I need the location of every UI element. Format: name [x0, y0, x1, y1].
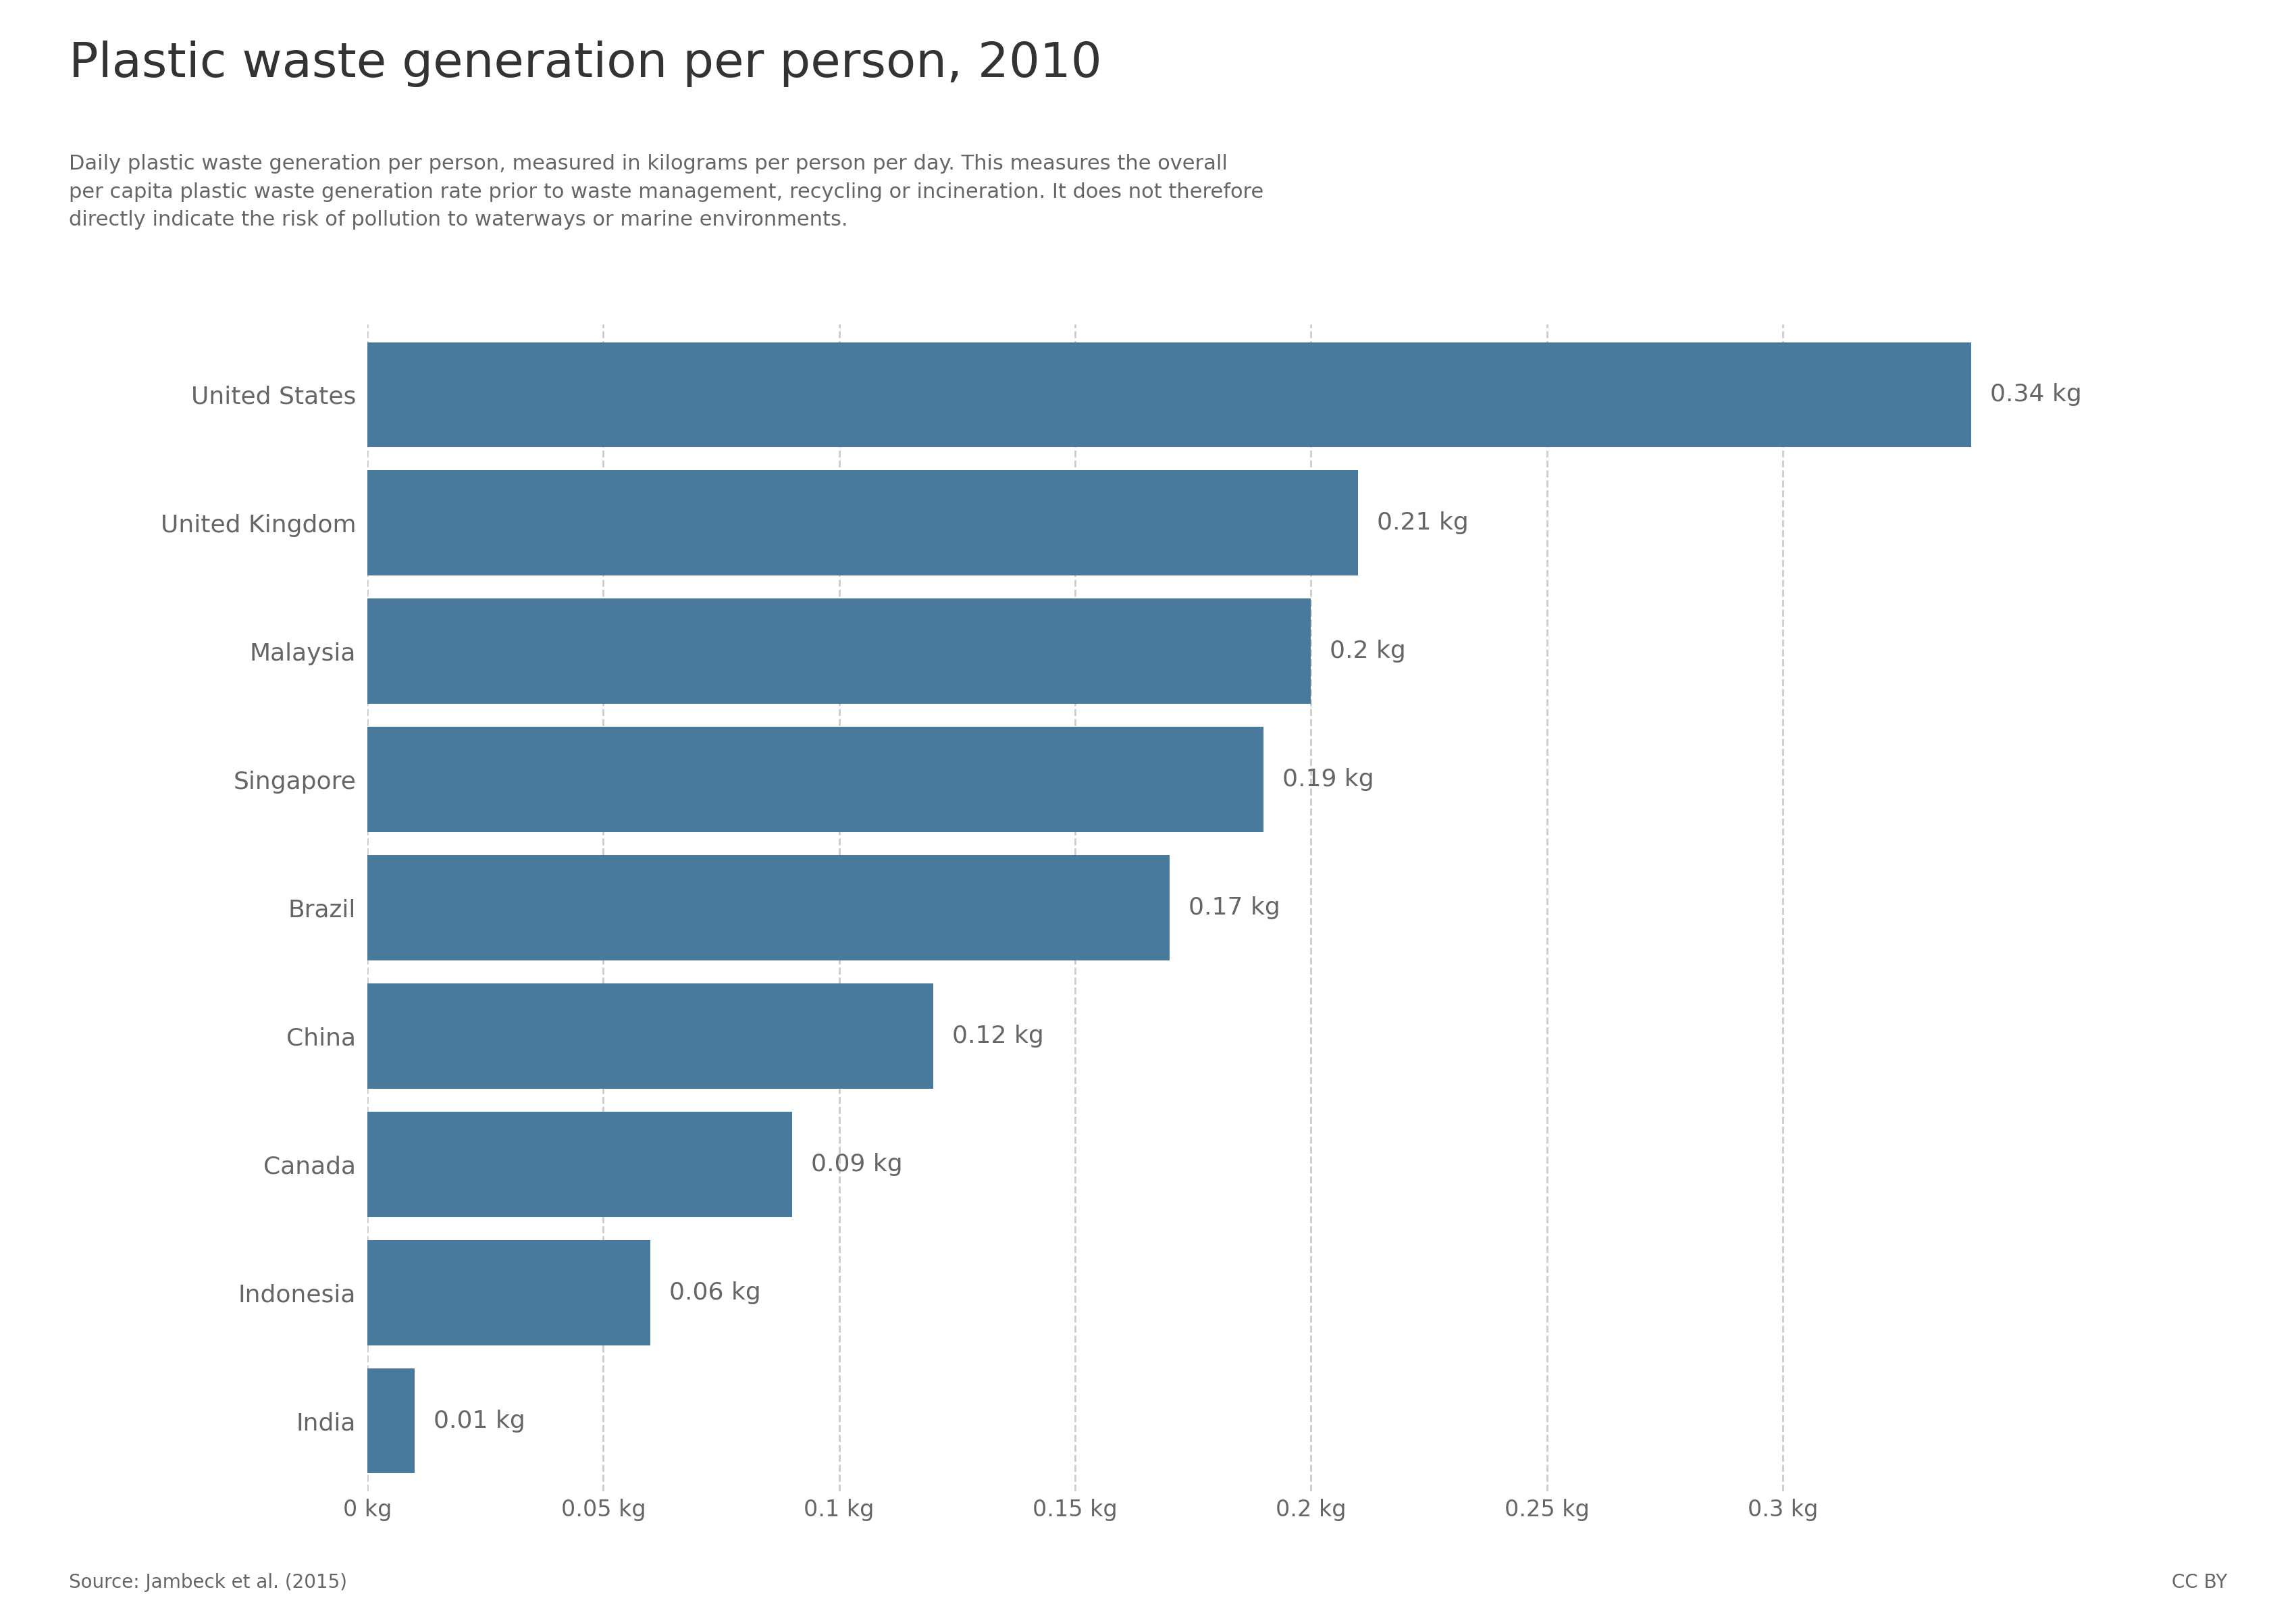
- Text: 0.19 kg: 0.19 kg: [1283, 768, 1375, 791]
- Bar: [367, 1240, 650, 1345]
- Bar: [367, 984, 934, 1089]
- Bar: [367, 726, 1263, 832]
- Bar: [367, 856, 1169, 960]
- Text: Daily plastic waste generation per person, measured in kilograms per person per : Daily plastic waste generation per perso…: [69, 154, 1263, 230]
- Text: 0.09 kg: 0.09 kg: [810, 1153, 902, 1175]
- Text: Our World
in Data: Our World in Data: [2057, 52, 2170, 96]
- Text: 0.12 kg: 0.12 kg: [953, 1024, 1045, 1047]
- Text: 0.17 kg: 0.17 kg: [1189, 896, 1279, 919]
- Text: 0.01 kg: 0.01 kg: [434, 1409, 526, 1433]
- Text: 0.06 kg: 0.06 kg: [670, 1281, 760, 1303]
- Text: 0.2 kg: 0.2 kg: [1329, 640, 1405, 663]
- Text: Plastic waste generation per person, 2010: Plastic waste generation per person, 201…: [69, 41, 1102, 88]
- Text: CC BY: CC BY: [2172, 1572, 2227, 1592]
- Bar: [367, 470, 1359, 575]
- Bar: [367, 1112, 792, 1217]
- Text: Source: Jambeck et al. (2015): Source: Jambeck et al. (2015): [69, 1572, 347, 1592]
- Bar: [367, 598, 1311, 704]
- Text: 0.34 kg: 0.34 kg: [1991, 383, 2082, 407]
- Bar: [367, 1368, 416, 1473]
- Bar: [367, 342, 1972, 447]
- Text: 0.21 kg: 0.21 kg: [1378, 512, 1469, 535]
